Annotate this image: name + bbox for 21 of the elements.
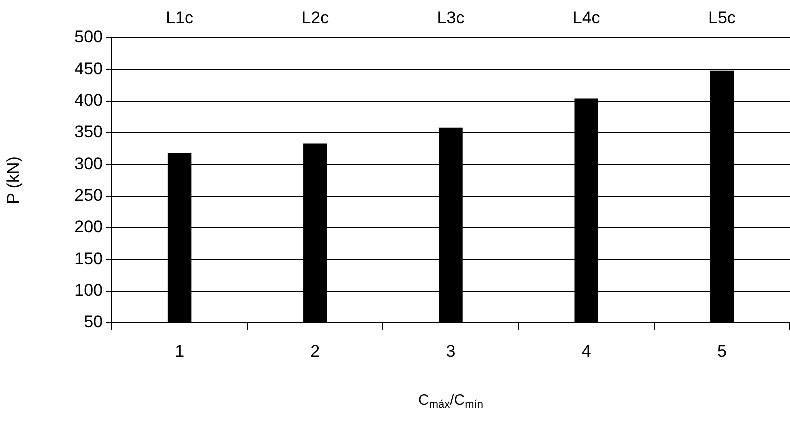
text: L2c (302, 8, 330, 28)
text: L3c (437, 8, 466, 28)
x-tick-label: 5 (717, 342, 727, 361)
y-tick-label: 500 (74, 28, 103, 47)
y-tick-label: 200 (74, 218, 103, 237)
y-tick-label: 250 (74, 186, 103, 206)
y-axis-title: P (kN) (4, 156, 23, 204)
y-tick-label: 400 (74, 91, 103, 110)
x-tick-label: 4 (582, 342, 592, 361)
text: L4c (572, 8, 601, 28)
text: L5c (708, 8, 736, 28)
x-tick-label: 3 (446, 342, 456, 361)
y-tick-label: 300 (74, 154, 103, 174)
text: L1c (166, 8, 194, 28)
y-tick-label: 150 (74, 249, 103, 268)
y-tick-label: 350 (74, 122, 103, 142)
y-tick-label: 450 (74, 59, 103, 78)
y-tick-label: 50 (84, 312, 103, 332)
y-tick-label: 100 (74, 281, 103, 300)
x-tick-label: 2 (310, 342, 320, 361)
x-tick-label: 1 (175, 342, 185, 361)
